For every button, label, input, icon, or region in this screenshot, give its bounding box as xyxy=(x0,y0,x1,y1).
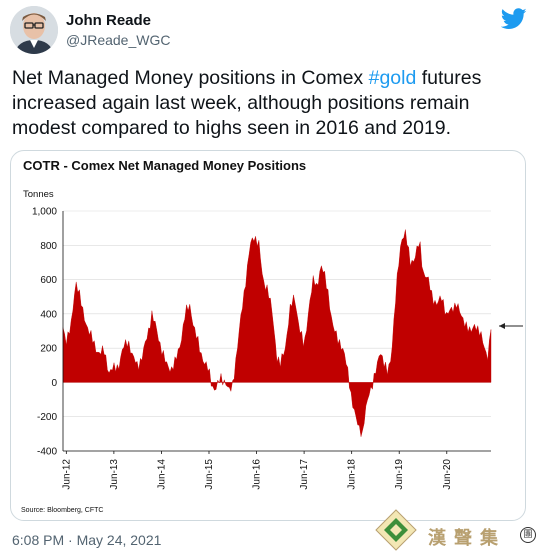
avatar[interactable] xyxy=(10,6,58,54)
watermark-seal: 團 xyxy=(520,527,536,543)
y-tick-labels: 1,000 800 600 400 200 0 -200 -400 xyxy=(32,207,57,458)
x-tick-label: Jun-20 xyxy=(442,459,453,490)
y-tick-label: 800 xyxy=(40,241,57,252)
chart-title: COTR - Comex Net Managed Money Positions xyxy=(23,158,306,173)
tweet-text-end: futures increased again last week, altho… xyxy=(12,67,482,139)
y-tick-label: 0 xyxy=(51,378,57,389)
avatar-image xyxy=(10,6,58,54)
x-tick-label: Jun-18 xyxy=(347,459,358,490)
tweet-timestamp[interactable]: 6:08 PM · May 24, 2021 xyxy=(12,532,162,548)
watermark: 漢聲集 團 xyxy=(374,506,539,556)
user-name[interactable]: John Reade xyxy=(66,12,152,29)
x-tick-label: Jun-16 xyxy=(252,459,263,490)
x-tick-labels: Jun-12 Jun-13 Jun-14 Jun-15 Jun-16 Jun-17 Jun-… xyxy=(61,451,453,490)
chart-source: Source: Bloomberg, CFTC xyxy=(21,507,103,514)
net-positions-series xyxy=(62,229,492,437)
y-tick-label: 400 xyxy=(40,309,57,320)
chart: COTR - Comex Net Managed Money Positions… xyxy=(21,158,523,514)
chart-area-layer xyxy=(62,229,492,437)
y-axis-label: Tonnes xyxy=(23,189,54,200)
y-tick-label: -400 xyxy=(37,447,57,458)
x-tick-label: Jun-19 xyxy=(394,459,405,490)
tweet-text: Net Managed Money positions in Comex #go… xyxy=(12,66,527,141)
y-tick-label: 600 xyxy=(40,275,57,286)
x-tick-label: Jun-14 xyxy=(156,459,167,490)
y-tick-label: 1,000 xyxy=(32,207,57,218)
twitter-bird-icon[interactable] xyxy=(501,8,527,30)
y-tick-label: 200 xyxy=(40,344,57,355)
chart-axes xyxy=(62,211,491,452)
y-tick-label: -200 xyxy=(37,412,57,423)
media-card[interactable]: COTR - Comex Net Managed Money Positions… xyxy=(10,150,526,521)
latest-value-arrow xyxy=(499,323,523,329)
x-tick-label: Jun-12 xyxy=(61,459,72,490)
x-tick-label: Jun-15 xyxy=(204,459,215,490)
tweet-text-start: Net Managed Money positions in Comex xyxy=(12,67,369,89)
x-tick-label: Jun-17 xyxy=(299,459,310,490)
watermark-text: 漢聲集 xyxy=(428,528,506,549)
user-handle[interactable]: @JReade_WGC xyxy=(66,32,171,48)
hashtag-link[interactable]: #gold xyxy=(368,67,417,89)
tweet-header: John Reade @JReade_WGC xyxy=(10,6,529,56)
watermark-logo-icon xyxy=(375,509,417,551)
x-tick-label: Jun-13 xyxy=(109,459,120,490)
